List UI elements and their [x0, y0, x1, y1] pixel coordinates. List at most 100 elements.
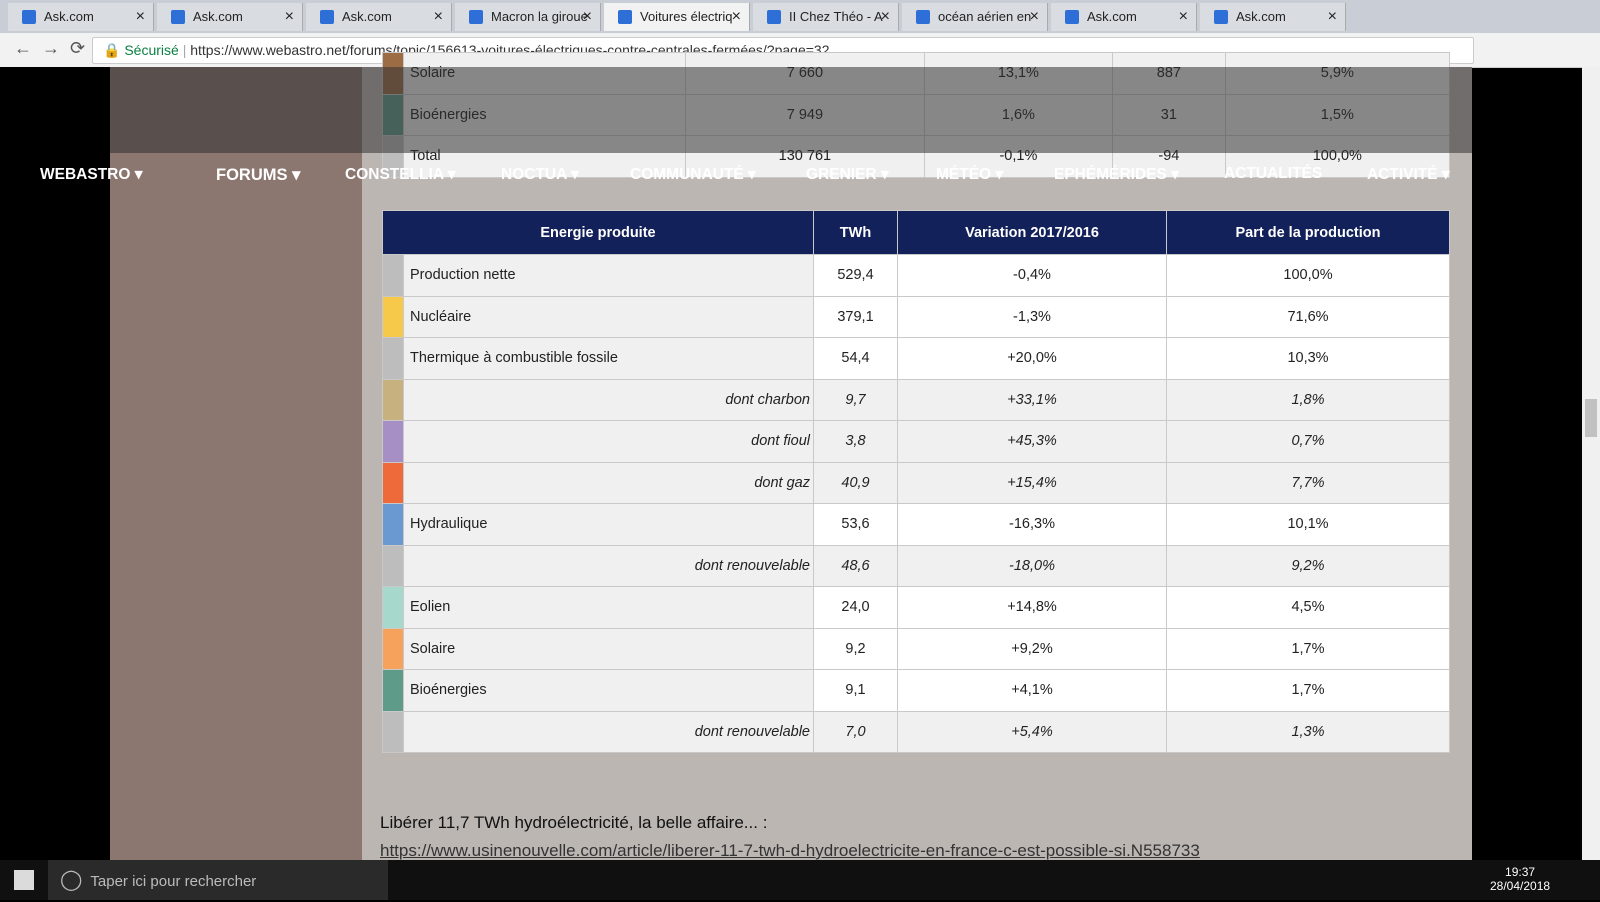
browser-tab[interactable]: Ask.com [1200, 3, 1346, 31]
table-cell: +33,1% [897, 378, 1167, 421]
header-cell: Variation 2017/2016 [897, 210, 1167, 255]
nav-item[interactable]: NOCTUA ▾ [501, 166, 579, 183]
toolbar: ← → ⟳ 🔒 Sécurisé | https://www.webastro.… [0, 33, 1600, 68]
table-cell: Solaire [403, 627, 814, 670]
color-key [382, 378, 404, 421]
browser-tab[interactable]: Ask.com [157, 3, 303, 31]
header-cell: TWh [813, 210, 898, 255]
post-text: Libérer 11,7 TWh hydroélectricité, la be… [380, 813, 768, 832]
time: 19:37 [1505, 865, 1536, 879]
nav-left [0, 67, 110, 153]
nav-item[interactable]: COMMUNAUTÉ ▾ [630, 166, 756, 183]
address-bar[interactable]: 🔒 Sécurisé | https://www.webastro.net/fo… [92, 37, 1474, 64]
table-cell: 9,1 [813, 669, 898, 712]
table-cell: 9,2% [1166, 544, 1450, 587]
table-cell: Bioénergies [403, 669, 814, 712]
table-cell: 40,9 [813, 461, 898, 504]
table-cell: 1,7% [1166, 627, 1450, 670]
nav-item[interactable]: ACTIVITÉ ▾ [1367, 166, 1450, 183]
color-key [382, 586, 404, 629]
secure-label: Sécurisé [124, 42, 179, 58]
tab-strip: Ask.comAsk.comAsk.comMacron la giroueVoi… [0, 0, 1600, 33]
color-key [382, 669, 404, 712]
browser-tab[interactable]: II Chez Théo - A [753, 3, 899, 31]
table-cell: 10,1% [1166, 503, 1450, 546]
table-cell: Hydraulique [403, 503, 814, 546]
start-button[interactable] [14, 870, 34, 890]
table-cell: 9,2 [813, 627, 898, 670]
sidebar [110, 67, 362, 860]
nav-item[interactable]: FORUMS ▾ [216, 166, 301, 184]
table-cell: 53,6 [813, 503, 898, 546]
table-row: dont gaz 40,9 +15,4% 7,7% [382, 461, 1450, 504]
table-cell: +4,1% [897, 669, 1167, 712]
table-cell: 7,7% [1166, 461, 1450, 504]
table-cell: 3,8 [813, 420, 898, 463]
table-row: Bioénergies 9,1 +4,1% 1,7% [382, 669, 1450, 712]
table-row: dont renouvelable 48,6 -18,0% 9,2% [382, 544, 1450, 587]
table-cell: dont renouvelable [403, 544, 814, 587]
nav-buttons[interactable]: ← → ⟳ [14, 38, 86, 58]
nav-item[interactable]: EPHÉMÉRIDES ▾ [1054, 166, 1179, 183]
color-key [382, 420, 404, 463]
table-row: dont fioul 3,8 +45,3% 0,7% [382, 420, 1450, 463]
browser-tab[interactable]: Ask.com [306, 3, 452, 31]
table-cell: 1,3% [1166, 710, 1450, 753]
color-key [382, 710, 404, 753]
search-box[interactable]: ◯ Taper ici pour rechercher [48, 860, 388, 900]
nav-item[interactable]: WEBASTRO ▾ [40, 166, 143, 183]
table-row: Production nette 529,4 -0,4% 100,0% [382, 254, 1450, 297]
table-cell: +45,3% [897, 420, 1167, 463]
table-row: Eolien 24,0 +14,8% 4,5% [382, 586, 1450, 629]
scrollbar[interactable] [1582, 67, 1600, 860]
nav-item[interactable]: GRENIER ▾ [806, 166, 889, 183]
search-text: Taper ici pour rechercher [90, 873, 257, 890]
table-cell: 1,7% [1166, 669, 1450, 712]
table-cell: 54,4 [813, 337, 898, 380]
browser-tab[interactable]: Ask.com [8, 3, 154, 31]
table-cell: +14,8% [897, 586, 1167, 629]
browser-tab[interactable]: océan aérien en [902, 3, 1048, 31]
nav-item[interactable]: CONSTELLIA ▾ [345, 166, 456, 183]
date: 28/04/2018 [1490, 879, 1551, 893]
post-link[interactable]: https://www.usinenouvelle.com/article/li… [380, 841, 1200, 860]
clock[interactable]: 19:37 28/04/2018 [1490, 865, 1550, 893]
color-key [382, 503, 404, 546]
table-row: Hydraulique 53,6 -16,3% 10,1% [382, 503, 1450, 546]
table-cell: 529,4 [813, 254, 898, 297]
browser-tab[interactable]: Ask.com [1051, 3, 1197, 31]
browser-tab[interactable]: Macron la giroue [455, 3, 601, 31]
table-cell: -0,4% [897, 254, 1167, 297]
table-cell: 48,6 [813, 544, 898, 587]
table-cell: dont gaz [403, 461, 814, 504]
color-key [382, 254, 404, 297]
table-cell: +5,4% [897, 710, 1167, 753]
color-key [382, 337, 404, 380]
nav-bar: WEBASTRO ▾ FORUMS ▾ CONSTELLIA ▾ NOCTUA ▾ CO… [40, 67, 1472, 184]
table-cell: 379,1 [813, 295, 898, 338]
color-key [382, 627, 404, 670]
table-cell: Production nette [403, 254, 814, 297]
table-cell: -16,3% [897, 503, 1167, 546]
table-cell: +9,2% [897, 627, 1167, 670]
table-cell: 1,8% [1166, 378, 1450, 421]
nav-item[interactable]: ACTUALITÉS [1224, 165, 1323, 182]
header-row: Energie produite TWh Variation 2017/2016 Pa… [382, 210, 1450, 255]
table-row: Nucléaire 379,1 -1,3% 71,6% [382, 295, 1450, 338]
table-cell: dont renouvelable [403, 710, 814, 753]
data-table: Energie produite TWh Variation 2017/2016 Pa… [382, 210, 1450, 753]
table-cell: 4,5% [1166, 586, 1450, 629]
table-cell: 7,0 [813, 710, 898, 753]
browser-tab[interactable]: Voitures électriq [604, 3, 750, 31]
table-cell: 100,0% [1166, 254, 1450, 297]
table-cell: Nucléaire [403, 295, 814, 338]
nav-item[interactable]: MÉTÉO ▾ [936, 166, 1004, 183]
table-cell: Eolien [403, 586, 814, 629]
color-key [382, 295, 404, 338]
table-cell: 0,7% [1166, 420, 1450, 463]
table-row: dont charbon 9,7 +33,1% 1,8% [382, 378, 1450, 421]
table-cell: +20,0% [897, 337, 1167, 380]
header-cell: Energie produite [382, 210, 814, 255]
table-cell: -1,3% [897, 295, 1167, 338]
